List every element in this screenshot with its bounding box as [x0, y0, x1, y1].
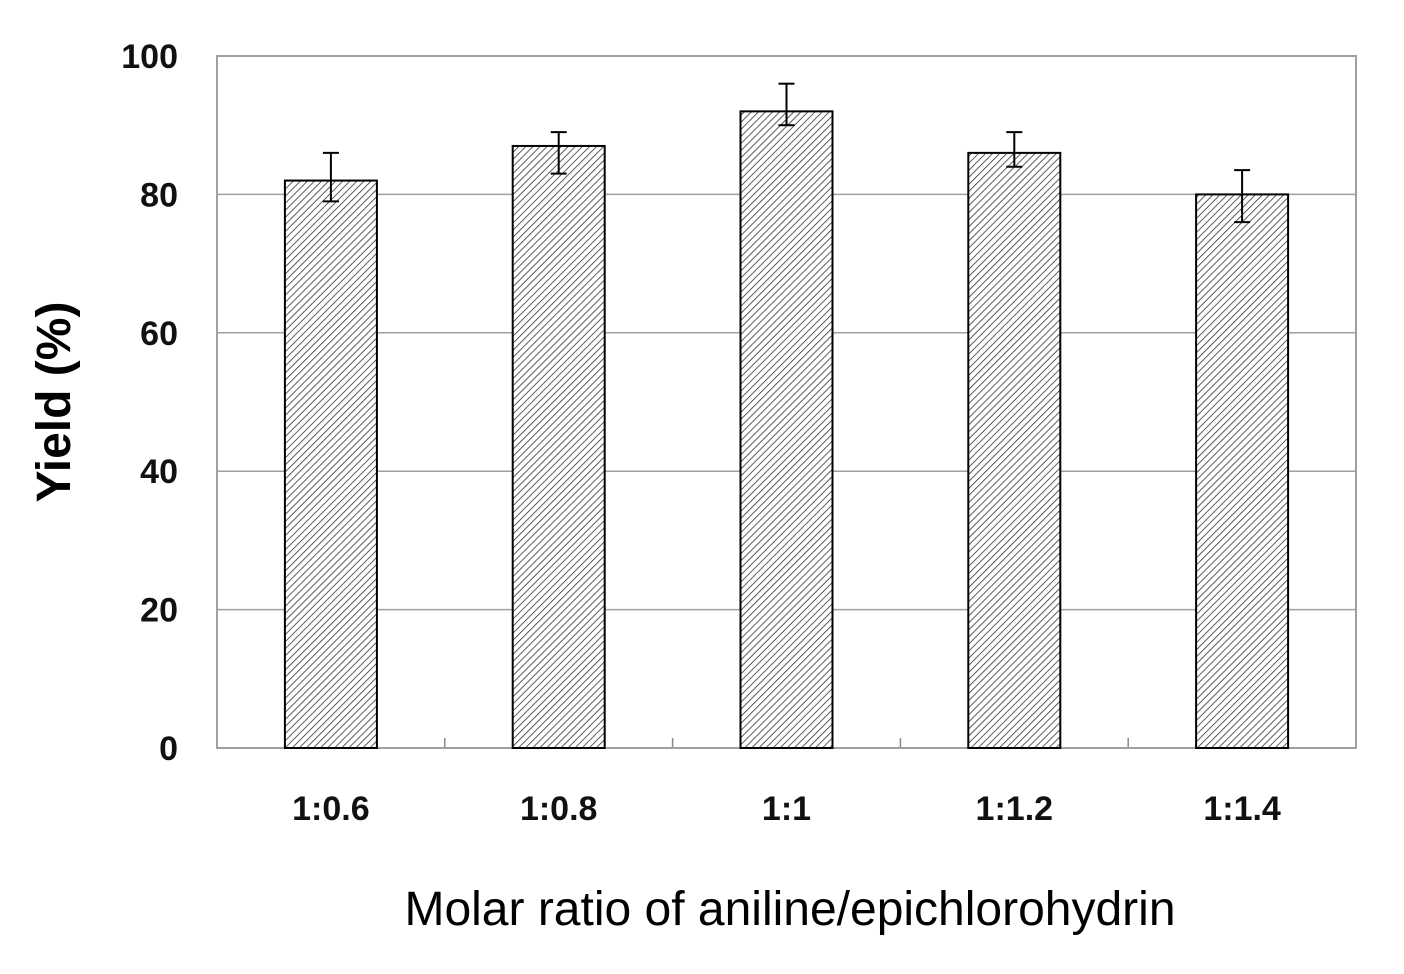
y-tick-labels: 0 20 40 60 80 100: [121, 38, 178, 768]
x-tick-label: 1:1.4: [1203, 790, 1281, 828]
x-tick-labels: 1:0.6 1:0.8 1:1 1:1.2 1:1.4: [292, 790, 1281, 828]
y-tick-label: 20: [140, 592, 178, 630]
y-axis-label: Yield (%): [28, 302, 81, 503]
x-tick-label: 1:1.2: [976, 790, 1054, 828]
bar: [283, 179, 378, 749]
bar: [739, 110, 834, 750]
y-tick-label: 0: [159, 730, 178, 768]
bar: [1195, 193, 1290, 749]
y-tick-label: 60: [140, 315, 178, 353]
y-tick-label: 40: [140, 453, 178, 491]
x-tick-label: 1:0.8: [520, 790, 598, 828]
bar: [967, 151, 1062, 749]
y-tick-label: 100: [121, 38, 178, 76]
x-tick-label: 1:0.6: [292, 790, 370, 828]
bar: [511, 144, 606, 749]
bars: [283, 82, 1290, 750]
x-axis-label: Molar ratio of aniline/epichlorohydrin: [404, 883, 1175, 936]
x-tick-label: 1:1: [762, 790, 811, 828]
y-tick-label: 80: [140, 176, 178, 214]
